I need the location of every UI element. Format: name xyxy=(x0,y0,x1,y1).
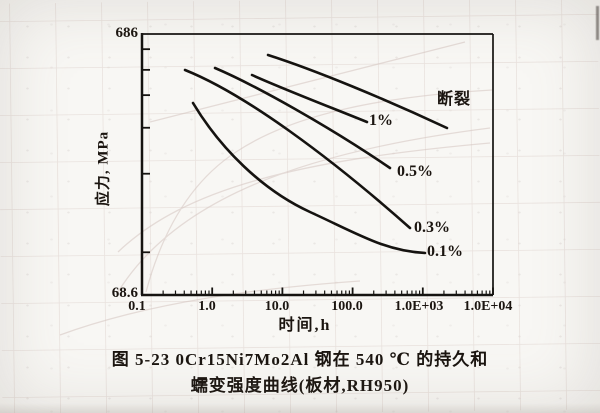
axis-ticks xyxy=(141,48,494,295)
x-tick-10.0: 10.0 xyxy=(264,299,290,314)
curve-0_1pct xyxy=(191,101,427,255)
label-0_5pct-curve: 0.5% xyxy=(397,163,433,180)
x-tick-100.0: 100.0 xyxy=(331,299,363,314)
x-tick-0.1: 0.1 xyxy=(128,299,146,314)
scan-bottom-smudge xyxy=(0,403,600,413)
curve-1pct xyxy=(250,73,369,124)
data-curves xyxy=(183,53,449,255)
curve-rupture xyxy=(266,53,449,130)
y-axis-top-tick-label: 686 xyxy=(115,25,139,41)
x-tick-1.0: 1.0 xyxy=(198,299,216,314)
curve-0_5pct xyxy=(213,66,392,170)
label-0_3pct-curve: 0.3% xyxy=(414,219,450,236)
curve-0_3pct xyxy=(183,68,412,230)
label-0_1pct-curve: 0.1% xyxy=(427,243,463,260)
figure-caption-line1: 图 5-23 0Cr15Ni7Mo2Al 钢在 540 ℃ 的持久和 xyxy=(111,350,489,369)
x-tick-1e3: 1.0E+03 xyxy=(394,299,444,314)
x-axis-title: 时间,h xyxy=(278,317,332,334)
plot-frame xyxy=(140,33,494,297)
y-axis-bottom-tick-label: 68.6 xyxy=(111,285,138,301)
y-axis-title: 应力, MPa xyxy=(95,130,112,207)
scan-edge-artifact xyxy=(596,6,599,40)
x-tick-1e4: 1.0E+04 xyxy=(463,299,513,314)
label-1pct-curve: 1% xyxy=(369,112,393,129)
label-rupture-curve: 断裂 xyxy=(437,91,472,108)
figure-caption-line2: 蠕变强度曲线(板材,RH950) xyxy=(190,376,410,395)
